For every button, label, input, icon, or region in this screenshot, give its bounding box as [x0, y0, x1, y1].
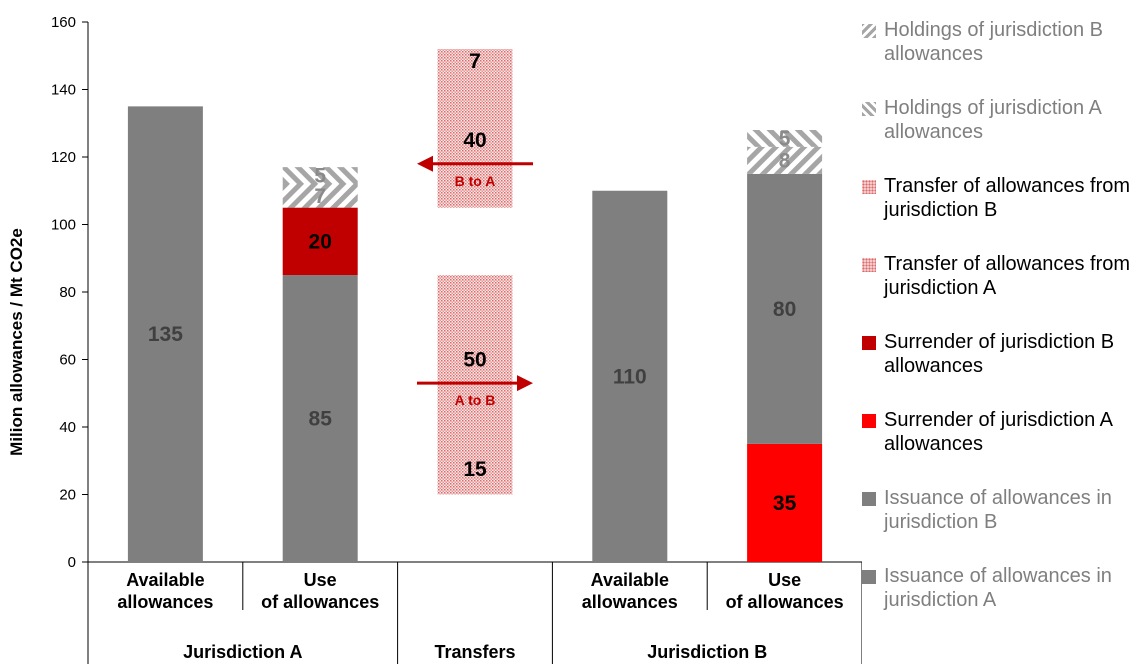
- y-axis-label: Milion allowances / Mt CO2e: [7, 228, 26, 456]
- data-label: 135: [148, 323, 183, 346]
- bar-segment: [282, 207, 358, 276]
- bar-segment: [127, 106, 203, 562]
- legend-swatch: [862, 180, 876, 194]
- group-label: Jurisdiction B: [647, 642, 767, 662]
- category-label: Available: [591, 570, 669, 590]
- legend-swatch: [862, 336, 876, 350]
- bar-segment: [437, 443, 513, 495]
- legend-item: Transfer of allowances from jurisdiction…: [862, 174, 1142, 252]
- legend-label: Transfer of allowances from jurisdiction…: [884, 175, 1131, 221]
- legend-swatch: [862, 570, 876, 584]
- legend-label: Surrender of jurisdiction B allowances: [884, 331, 1115, 377]
- bar-segment: [747, 173, 823, 444]
- legend-label: Issuance of allowances in jurisdiction A: [884, 565, 1112, 611]
- y-tick-label: 100: [51, 217, 76, 234]
- legend: Holdings of jurisdiction B allowances Hol…: [862, 18, 1142, 642]
- legend-swatch: [862, 492, 876, 506]
- data-label: 85: [309, 408, 333, 431]
- data-label: 5: [314, 165, 326, 188]
- data-label: 5: [779, 127, 791, 150]
- category-label: Available: [126, 570, 204, 590]
- legend-label: Holdings of jurisdiction A allowances: [884, 97, 1101, 143]
- transfer-arrow-head: [517, 375, 533, 392]
- category-label: of allowances: [726, 592, 844, 612]
- y-tick-label: 160: [51, 14, 76, 31]
- data-label: 8: [779, 149, 791, 172]
- y-tick-label: 120: [51, 149, 76, 166]
- category-label: Use: [768, 570, 801, 590]
- data-label: 35: [773, 492, 797, 515]
- transfer-arrow-label: B to A: [455, 173, 496, 189]
- group-label: Transfers: [434, 642, 515, 662]
- bar-segment: [282, 184, 358, 208]
- data-label: 80: [773, 298, 796, 321]
- data-label: 7: [314, 185, 326, 208]
- legend-label: Surrender of jurisdiction A allowances: [884, 409, 1112, 455]
- category-label: allowances: [117, 592, 213, 612]
- legend-item: Surrender of jurisdiction A allowances: [862, 408, 1142, 486]
- y-tick-label: 40: [59, 419, 76, 436]
- bar-segment: [592, 190, 668, 562]
- legend-label: Issuance of allowances in jurisdiction B: [884, 487, 1112, 533]
- transfer-arrow-head: [417, 155, 433, 172]
- transfer-arrow-label: A to B: [455, 392, 496, 408]
- chart: 020406080100120140160Availableallowances…: [7, 14, 862, 664]
- data-label: 50: [463, 349, 486, 372]
- category-label: allowances: [582, 592, 678, 612]
- legend-swatch: [862, 24, 876, 38]
- legend-item: Issuance of allowances in jurisdiction A: [862, 564, 1142, 642]
- data-label: 110: [613, 365, 647, 388]
- data-label: 20: [309, 230, 332, 253]
- legend-swatch: [862, 258, 876, 272]
- bar-segment: [437, 72, 513, 208]
- bar-segment: [747, 443, 823, 562]
- group-label: Jurisdiction A: [183, 642, 302, 662]
- legend-item: Issuance of allowances in jurisdiction B: [862, 486, 1142, 564]
- bar-segment: [282, 275, 358, 562]
- legend-item: Holdings of jurisdiction B allowances: [862, 18, 1142, 96]
- bar-segment: [282, 167, 358, 184]
- legend-swatch: [862, 414, 876, 428]
- legend-item: Holdings of jurisdiction A allowances: [862, 96, 1142, 174]
- bar-segment: [747, 130, 823, 147]
- legend-item: Transfer of allowances from jurisdiction…: [862, 252, 1142, 330]
- y-tick-label: 0: [68, 554, 76, 571]
- legend-label: Transfer of allowances from jurisdiction…: [884, 253, 1131, 299]
- y-tick-label: 60: [59, 352, 76, 369]
- category-label: of allowances: [261, 592, 379, 612]
- y-tick-label: 80: [59, 284, 76, 301]
- bar-segment: [747, 146, 823, 174]
- data-label: 7: [469, 50, 481, 73]
- legend-item: Surrender of jurisdiction B allowances: [862, 330, 1142, 408]
- legend-swatch: [862, 102, 876, 116]
- data-label: 15: [463, 458, 487, 481]
- bar-segment: [437, 49, 513, 73]
- y-tick-label: 140: [51, 82, 76, 99]
- data-label: 40: [463, 129, 486, 152]
- legend-label: Holdings of jurisdiction B allowances: [884, 19, 1103, 65]
- y-tick-label: 20: [59, 487, 76, 504]
- bar-segment: [437, 275, 513, 444]
- category-label: Use: [304, 570, 337, 590]
